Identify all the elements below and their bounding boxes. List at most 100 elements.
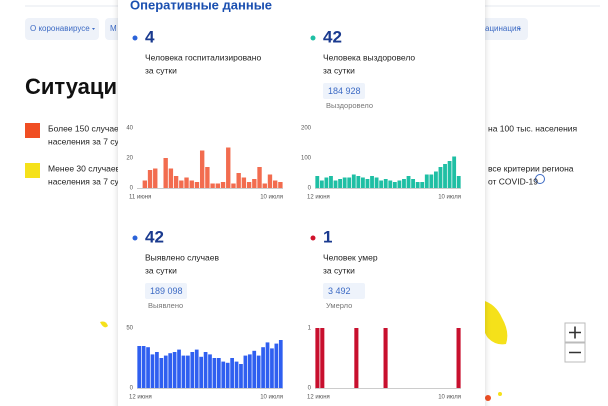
bar [186,355,190,388]
card-label: Человека выздоровело [323,52,415,62]
bar [163,355,168,388]
bar [179,180,184,188]
heading: Ситуаци [25,74,117,99]
y-tick-label: 50 [126,326,133,332]
status-dot [132,35,138,41]
bar [194,182,200,188]
bar [142,180,148,188]
panel [118,0,485,406]
card-label: за сутки [323,265,355,275]
bar [177,349,181,388]
bar [392,182,397,188]
card-total: 3 492 [328,286,351,296]
legend-text: Менее 30 случаев [48,163,121,173]
map-region [485,395,491,401]
bar [315,328,320,388]
bar [319,180,324,188]
bar [215,183,221,188]
bar [356,176,361,188]
bar [278,340,283,388]
bar [397,180,402,188]
bar [329,176,333,188]
y-tick-label: 200 [301,126,312,132]
bar [147,170,153,188]
bar [456,328,461,388]
nav-chip[interactable] [25,18,99,40]
bar [433,171,438,188]
x-tick-label: 12 июня [307,195,330,201]
card-label: Человек умер [323,252,378,262]
bar [429,174,434,188]
bar [347,177,352,188]
nav-label: М [110,24,117,33]
bar [374,177,379,188]
bar [221,361,226,388]
bar [324,177,329,188]
bar [274,343,279,388]
bar [354,328,359,388]
bar [243,355,248,388]
x-tick-label: 11 июня [129,195,151,201]
y-tick-label: 1 [308,326,312,332]
nav-label: ацинация [485,24,521,33]
bar [272,180,278,188]
bar [146,347,150,388]
bar [141,346,146,388]
bar [153,168,158,188]
card-total-label: Выздоровело [326,101,373,110]
bar [443,164,447,188]
bar [338,179,343,188]
y-tick-label: 0 [130,386,134,392]
bar [261,347,265,388]
bar [379,180,384,188]
bar [351,174,356,188]
x-tick-label: 12 июня [307,395,330,401]
bar [184,177,189,188]
chevron [518,28,521,30]
bar [241,177,247,188]
total-badge [145,283,187,299]
map-region [481,300,508,345]
bar [402,179,406,188]
bar [210,183,215,188]
y-tick-label: 0 [130,186,134,192]
bar [252,350,257,388]
bar [265,342,270,388]
legend-text: все критерии региона [488,163,574,173]
total-badge [323,283,365,299]
bar [270,348,274,388]
legend-text: от COVID-19 [488,176,538,186]
bar [212,358,217,388]
bar [452,156,457,188]
map-region [498,392,502,396]
bar [226,147,231,188]
help-icon[interactable] [535,174,545,184]
nav-label: О коронавирусе [30,24,90,33]
bar [370,176,374,188]
total-badge [323,83,365,99]
bar [168,168,174,188]
legend-text: Более 150 случаев [48,123,124,133]
legend-swatch [25,123,40,138]
bar [205,167,210,188]
bar [181,355,186,388]
bar [315,176,320,188]
status-dot [132,235,138,241]
bar [246,182,252,188]
card-value: 1 [323,227,332,246]
bar [216,358,221,388]
bar [342,177,347,188]
bar [278,182,283,188]
bar [231,183,236,188]
map-region [100,321,108,328]
bar [411,179,416,188]
bar [239,364,243,388]
card-total: 184 928 [328,86,361,96]
panel-title: Оперативные данные [130,0,272,12]
x-tick-label: 10 июля [260,395,283,401]
bar [438,167,443,188]
x-tick-label: 10 июля [260,195,283,201]
bar [163,158,168,188]
bar [267,174,273,188]
